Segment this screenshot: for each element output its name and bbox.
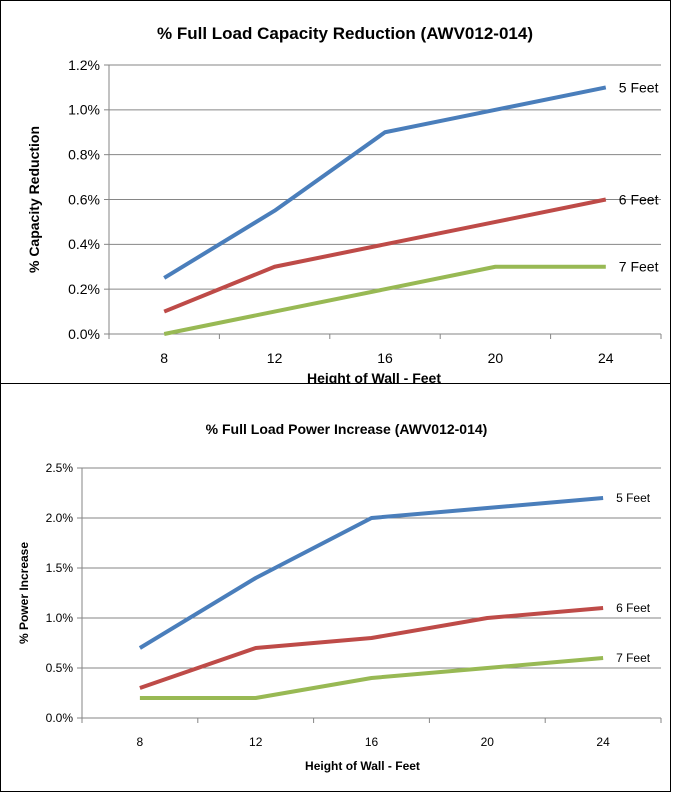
- x-tick-label: 8: [160, 350, 168, 366]
- x-tick-label: 8: [137, 735, 144, 749]
- y-tick-label: 0.0%: [46, 711, 74, 725]
- y-axis-label: % Capacity Reduction: [26, 126, 42, 273]
- capacity-reduction-chart: % Full Load Capacity Reduction (AWV012-0…: [26, 24, 662, 386]
- chart-title: % Full Load Power Increase (AWV012-014): [206, 421, 488, 437]
- x-tick-label: 16: [365, 735, 379, 749]
- series-line-7-feet: [163, 264, 606, 336]
- y-tick-label: 1.0%: [46, 611, 74, 625]
- x-axis-label: Height of Wall - Feet: [305, 759, 420, 773]
- series-label: 6 Feet: [619, 191, 659, 207]
- y-tick-label: 0.4%: [68, 236, 100, 252]
- series-label: 5 Feet: [616, 491, 651, 505]
- y-tick-label: 0.5%: [46, 661, 74, 675]
- series-label: 7 Feet: [616, 651, 651, 665]
- x-axis-label: Height of Wall - Feet: [307, 370, 441, 386]
- x-tick-label: 20: [488, 350, 504, 366]
- series-label: 7 Feet: [619, 259, 659, 275]
- y-tick-label: 0.8%: [68, 147, 100, 163]
- series-line-5-feet: [138, 496, 604, 650]
- y-tick-label: 0.6%: [68, 191, 100, 207]
- x-tick-label: 24: [596, 735, 610, 749]
- x-tick-label: 12: [249, 735, 263, 749]
- power-increase-chart-panel: % Full Load Power Increase (AWV012-014) 0…: [0, 383, 671, 792]
- series-label: 5 Feet: [619, 79, 659, 95]
- series-line-7-feet: [139, 656, 604, 700]
- x-tick-label: 24: [598, 350, 614, 366]
- series-line-5-feet: [163, 85, 607, 280]
- capacity-reduction-chart-panel: % Full Load Capacity Reduction (AWV012-0…: [0, 0, 671, 386]
- y-tick-label: 2.5%: [46, 461, 74, 475]
- y-tick-label: 2.0%: [46, 511, 74, 525]
- power-increase-chart: % Full Load Power Increase (AWV012-014) 0…: [17, 421, 662, 773]
- y-tick-label: 1.0%: [68, 102, 100, 118]
- x-tick-label: 20: [481, 735, 495, 749]
- y-axis-label: % Power Increase: [17, 542, 31, 644]
- series-line-6-feet: [139, 606, 604, 690]
- x-tick-label: 16: [377, 350, 393, 366]
- series-label: 6 Feet: [616, 601, 651, 615]
- series-line-6-feet: [163, 197, 607, 314]
- chart-title: % Full Load Capacity Reduction (AWV012-0…: [157, 24, 533, 43]
- y-tick-label: 0.2%: [68, 281, 100, 297]
- y-tick-label: 1.2%: [68, 57, 100, 73]
- y-tick-label: 0.0%: [68, 326, 100, 342]
- x-tick-label: 12: [267, 350, 283, 366]
- y-tick-label: 1.5%: [46, 561, 74, 575]
